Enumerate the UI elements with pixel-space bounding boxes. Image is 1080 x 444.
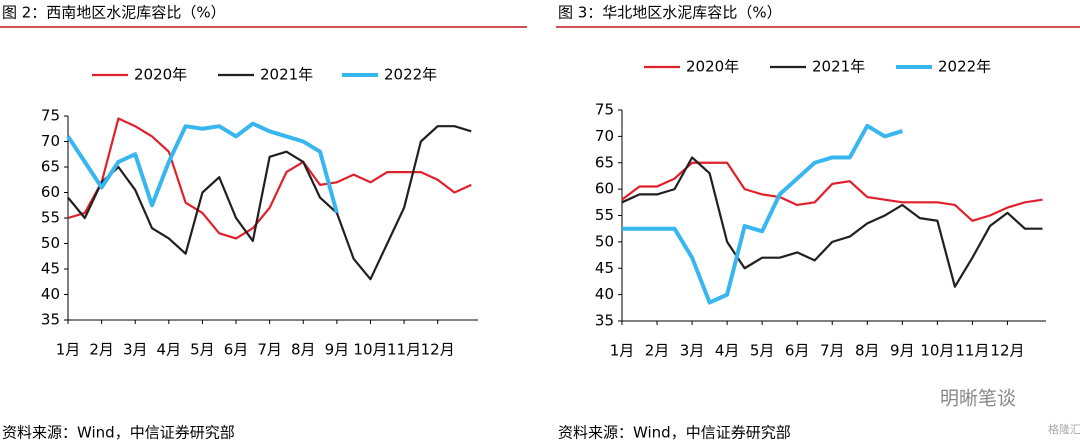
- x-tick-label: 9月: [325, 341, 350, 359]
- y-tick-label: 55: [595, 206, 614, 224]
- y-tick-label: 50: [595, 232, 614, 250]
- x-tick-label: 3月: [123, 341, 148, 359]
- y-tick-label: 40: [595, 285, 614, 303]
- y-tick-label: 45: [41, 260, 60, 278]
- series-line: [621, 161, 1043, 222]
- x-tick-label: 11月: [387, 341, 421, 359]
- watermark: 明晰笔谈: [940, 388, 1016, 410]
- legend-label: 2020年: [686, 58, 739, 76]
- y-tick-label: 60: [41, 183, 60, 201]
- logo: 格隆汇: [1048, 422, 1080, 436]
- legend-label: 2022年: [384, 66, 437, 84]
- x-tick-label: 12月: [421, 341, 455, 359]
- x-tick-label: 9月: [890, 342, 915, 360]
- x-tick-label: 3月: [680, 342, 705, 360]
- x-tick-label: 2月: [645, 342, 670, 360]
- y-tick-label: 70: [41, 132, 60, 150]
- series-line: [66, 121, 339, 214]
- y-tick-label: 60: [595, 180, 614, 198]
- y-tick-label: 65: [41, 158, 60, 176]
- y-tick-label: 75: [41, 107, 60, 125]
- source: 资料来源：Wind，中信证券研究部: [2, 424, 235, 442]
- x-tick-label: 4月: [715, 342, 740, 360]
- chart-title: 图 2：西南地区水泥库容比（%）: [2, 4, 226, 22]
- x-tick-label: 2月: [89, 341, 114, 359]
- x-tick-label: 11月: [955, 342, 989, 360]
- y-tick-label: 40: [41, 285, 60, 303]
- y-tick-label: 75: [595, 101, 614, 119]
- x-tick-label: 8月: [291, 341, 316, 359]
- x-tick-label: 10月: [353, 341, 387, 359]
- x-tick-label: 6月: [224, 341, 249, 359]
- x-tick-label: 12月: [990, 342, 1024, 360]
- x-tick-label: 6月: [785, 342, 810, 360]
- x-tick-label: 4月: [157, 341, 182, 359]
- series-line: [622, 123, 903, 305]
- y-tick-label: 35: [595, 312, 614, 330]
- x-tick-label: 7月: [257, 341, 282, 359]
- series-line: [67, 117, 472, 240]
- series-line: [67, 125, 472, 281]
- x-tick-label: 1月: [610, 342, 635, 360]
- series-line: [621, 156, 1043, 288]
- x-tick-label: 10月: [920, 342, 954, 360]
- y-tick-label: 70: [595, 127, 614, 145]
- legend-label: 2021年: [260, 66, 313, 84]
- legend-label: 2020年: [134, 66, 187, 84]
- x-tick-label: 5月: [190, 341, 215, 359]
- y-tick-label: 55: [41, 209, 60, 227]
- x-tick-label: 8月: [855, 342, 880, 360]
- x-tick-label: 7月: [820, 342, 845, 360]
- chart-title: 图 3：华北地区水泥库容比（%）: [558, 4, 782, 22]
- x-tick-label: 5月: [750, 342, 775, 360]
- y-tick-label: 50: [41, 234, 60, 252]
- legend-label: 2022年: [938, 58, 991, 76]
- source: 资料来源：Wind，中信证券研究部: [558, 424, 791, 442]
- y-tick-label: 35: [41, 311, 60, 329]
- x-tick-label: 1月: [56, 341, 81, 359]
- legend-label: 2021年: [812, 58, 865, 76]
- y-tick-label: 65: [595, 153, 614, 171]
- y-tick-label: 45: [595, 259, 614, 277]
